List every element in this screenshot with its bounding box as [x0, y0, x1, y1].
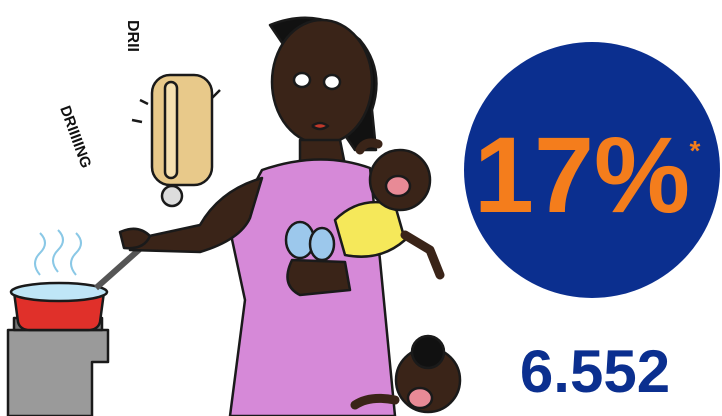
stove — [8, 330, 108, 416]
stat-count: 6.552 — [520, 338, 670, 405]
toddler-mouth — [408, 388, 432, 408]
eye — [324, 75, 340, 89]
shoe — [310, 228, 334, 260]
stat-percent: 17% — [474, 114, 690, 235]
footnote-mark: * — [690, 135, 701, 166]
page: DRIIIIING DRII 17% * 6.552 (() => { cons… — [0, 0, 722, 416]
sound-effect: DRII — [124, 20, 141, 52]
infographic: DRIIIIING DRII 17% * 6.552 — [0, 0, 722, 416]
water — [11, 283, 107, 301]
phone-handle — [165, 82, 177, 178]
mouth — [312, 123, 328, 129]
toddler-hair — [412, 336, 444, 368]
baby-mouth — [386, 176, 410, 196]
arm — [288, 260, 351, 295]
eye — [294, 73, 310, 87]
phone — [152, 75, 212, 185]
phone-cord — [162, 186, 182, 206]
